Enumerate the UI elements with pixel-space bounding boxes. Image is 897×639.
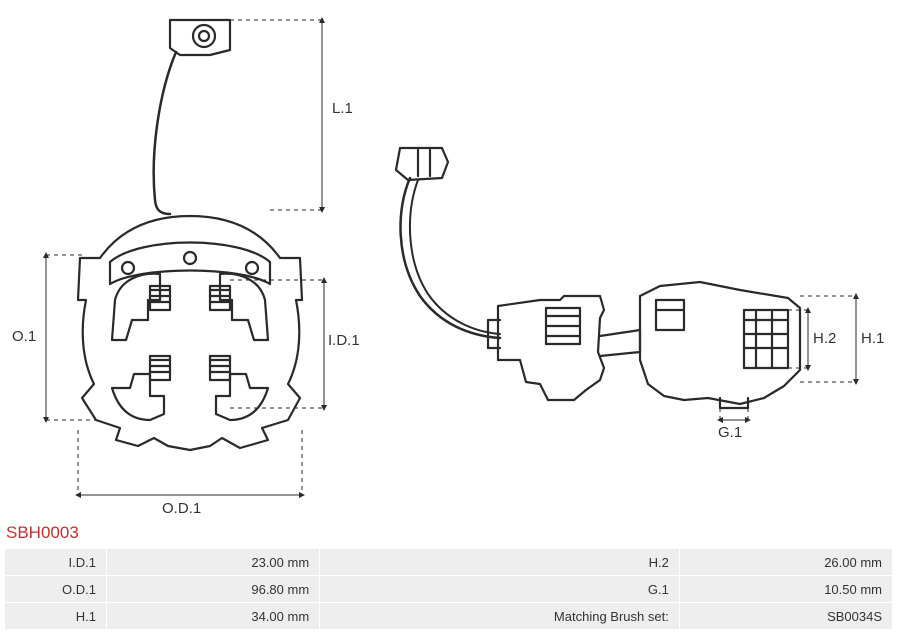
spec-label: G.1 <box>320 576 679 602</box>
table-row: H.1 34.00 mm Matching Brush set: SB0034S <box>5 603 892 629</box>
spec-value: 23.00 mm <box>107 549 319 575</box>
spec-label: H.1 <box>5 603 106 629</box>
left-holder <box>488 296 604 400</box>
label-H2: H.2 <box>813 330 836 347</box>
spec-label: H.2 <box>320 549 679 575</box>
right-view <box>396 148 800 408</box>
lead-wire-side <box>401 178 500 338</box>
housing-body <box>78 216 302 450</box>
right-holder <box>640 282 800 408</box>
spec-label: O.D.1 <box>5 576 106 602</box>
spec-label: I.D.1 <box>5 549 106 575</box>
bridge <box>600 330 640 356</box>
spec-value: 10.50 mm <box>680 576 892 602</box>
label-G1: G.1 <box>718 424 742 441</box>
terminal-lug <box>170 20 230 55</box>
technical-drawing: L.1 I.D.1 O.1 O.D.1 H.2 H.1 G.1 <box>0 0 897 520</box>
table-row: I.D.1 23.00 mm H.2 26.00 mm <box>5 549 892 575</box>
spec-label: Matching Brush set: <box>320 603 679 629</box>
spec-value: 96.80 mm <box>107 576 319 602</box>
label-O1: O.1 <box>12 328 36 345</box>
spec-value: 26.00 mm <box>680 549 892 575</box>
part-code: SBH0003 <box>6 523 79 543</box>
lead-wire <box>154 52 176 214</box>
spec-value: 34.00 mm <box>107 603 319 629</box>
terminal-lug-side <box>396 148 448 180</box>
left-view <box>78 20 302 450</box>
drawing-svg <box>0 0 897 520</box>
spec-value: SB0034S <box>680 603 892 629</box>
label-H1: H.1 <box>861 330 884 347</box>
label-OD1: O.D.1 <box>162 500 201 517</box>
label-L1: L.1 <box>332 100 353 117</box>
label-ID1: I.D.1 <box>328 332 360 349</box>
table-row: O.D.1 96.80 mm G.1 10.50 mm <box>5 576 892 602</box>
spec-table: I.D.1 23.00 mm H.2 26.00 mm O.D.1 96.80 … <box>4 548 893 630</box>
